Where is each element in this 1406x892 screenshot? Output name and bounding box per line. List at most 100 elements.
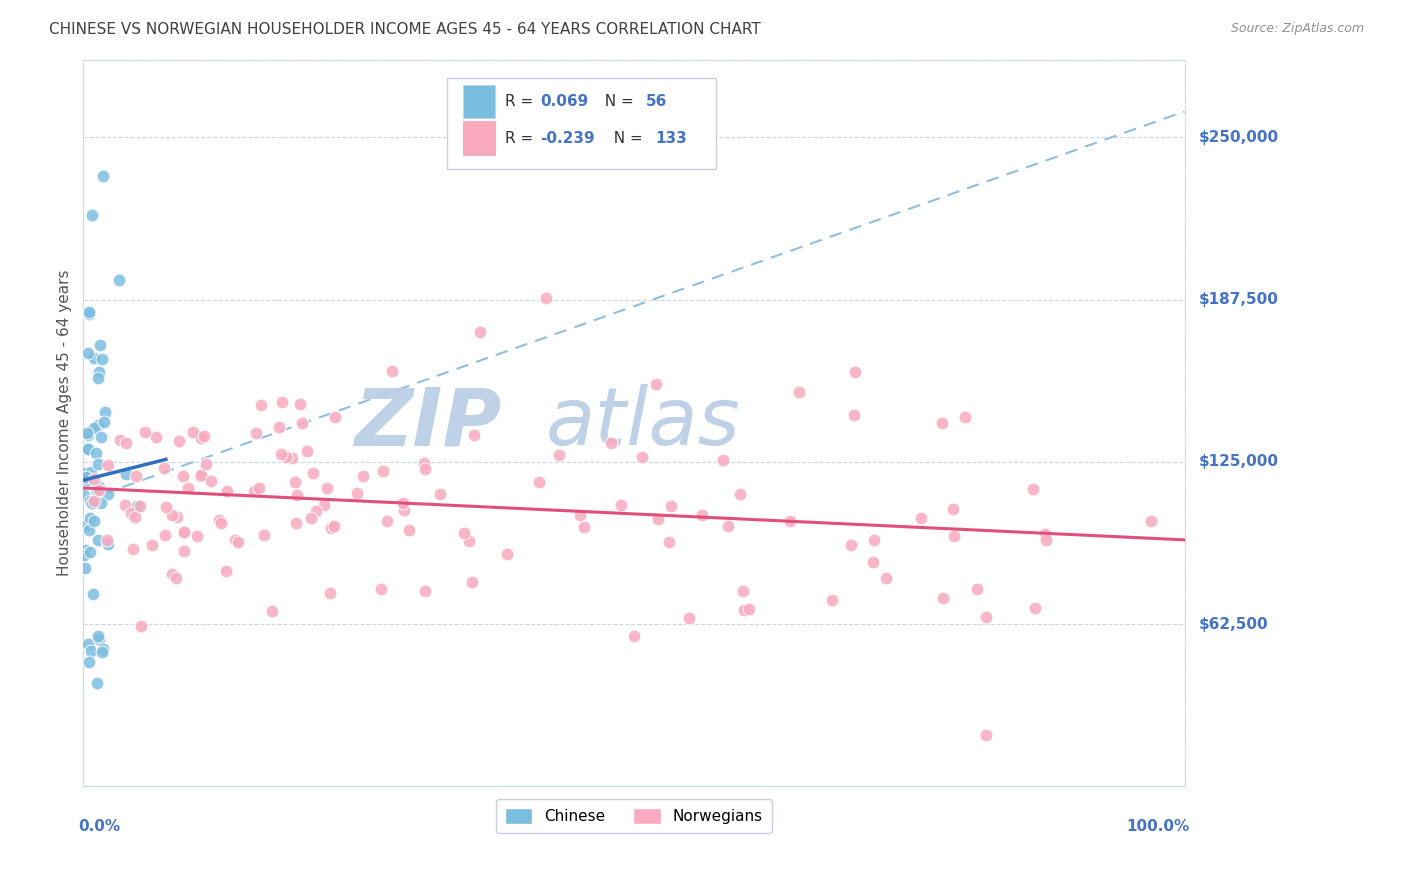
- Point: [250, 398, 273, 412]
- Point: [96, 533, 118, 547]
- Y-axis label: Householder Income Ages 45 - 64 years: Householder Income Ages 45 - 64 years: [58, 269, 72, 576]
- Point: [77, 523, 100, 537]
- Point: [572, 520, 595, 534]
- Point: [129, 499, 152, 513]
- Point: [108, 434, 131, 448]
- Point: [453, 526, 475, 541]
- Point: [76, 637, 98, 651]
- Point: [839, 538, 862, 552]
- Point: [1021, 482, 1043, 496]
- Point: [315, 481, 337, 495]
- Point: [89, 480, 111, 494]
- Point: [91, 169, 114, 184]
- Point: [534, 292, 557, 306]
- Point: [281, 450, 304, 465]
- Text: 0.069: 0.069: [540, 95, 589, 109]
- Point: [134, 425, 156, 440]
- Point: [87, 457, 110, 471]
- Point: [284, 475, 307, 490]
- Text: -0.239: -0.239: [540, 130, 595, 145]
- Point: [76, 517, 98, 532]
- Point: [83, 514, 105, 528]
- Point: [90, 496, 112, 510]
- Point: [79, 510, 101, 524]
- Point: [83, 472, 105, 486]
- Point: [412, 456, 434, 470]
- Text: atlas: atlas: [546, 384, 741, 462]
- Point: [120, 506, 142, 520]
- Point: [302, 466, 325, 480]
- Point: [299, 511, 322, 525]
- Point: [733, 603, 755, 617]
- Point: [127, 499, 149, 513]
- Point: [711, 452, 734, 467]
- Point: [274, 450, 297, 464]
- Point: [631, 450, 654, 464]
- Point: [260, 604, 283, 618]
- Point: [381, 364, 404, 378]
- Point: [86, 629, 108, 643]
- Point: [76, 425, 98, 440]
- Point: [610, 498, 633, 512]
- Text: $187,500: $187,500: [1198, 293, 1278, 307]
- Text: Source: ZipAtlas.com: Source: ZipAtlas.com: [1230, 22, 1364, 36]
- Point: [215, 484, 238, 499]
- Point: [373, 464, 395, 478]
- Point: [245, 425, 267, 440]
- FancyBboxPatch shape: [463, 85, 495, 119]
- Point: [173, 524, 195, 539]
- Text: 0.0%: 0.0%: [77, 819, 120, 834]
- Point: [87, 483, 110, 497]
- Point: [77, 346, 100, 360]
- Point: [83, 493, 105, 508]
- Point: [73, 468, 96, 483]
- Point: [413, 462, 436, 476]
- Text: $125,000: $125,000: [1198, 455, 1278, 469]
- FancyBboxPatch shape: [463, 121, 495, 155]
- Point: [91, 352, 114, 367]
- Point: [193, 429, 215, 443]
- Point: [1140, 515, 1163, 529]
- Point: [165, 571, 187, 585]
- Point: [285, 516, 308, 530]
- Point: [87, 533, 110, 548]
- Point: [75, 561, 97, 575]
- Point: [93, 415, 115, 429]
- Point: [77, 307, 100, 321]
- Point: [779, 515, 801, 529]
- Point: [392, 496, 415, 510]
- Point: [304, 504, 326, 518]
- Text: R =: R =: [505, 95, 538, 109]
- Point: [463, 428, 485, 442]
- Point: [89, 365, 111, 379]
- Point: [224, 533, 246, 548]
- Point: [717, 519, 740, 533]
- Point: [76, 471, 98, 485]
- FancyBboxPatch shape: [447, 78, 717, 169]
- Text: ZIP: ZIP: [354, 384, 502, 462]
- Point: [413, 584, 436, 599]
- Text: $62,500: $62,500: [1198, 616, 1268, 632]
- Point: [82, 208, 104, 222]
- Point: [73, 488, 96, 502]
- Point: [215, 564, 238, 578]
- Point: [548, 448, 571, 462]
- Point: [176, 481, 198, 495]
- Point: [77, 428, 100, 442]
- Point: [155, 500, 177, 515]
- Point: [181, 425, 204, 439]
- Text: 133: 133: [655, 130, 686, 145]
- Point: [645, 377, 668, 392]
- Point: [200, 474, 222, 488]
- Point: [875, 571, 897, 585]
- Point: [73, 466, 96, 480]
- Point: [270, 395, 292, 409]
- Point: [86, 484, 108, 499]
- Point: [76, 442, 98, 456]
- Point: [375, 514, 398, 528]
- Point: [392, 503, 415, 517]
- Point: [115, 467, 138, 481]
- Point: [862, 555, 884, 569]
- Point: [457, 534, 479, 549]
- Point: [249, 481, 271, 495]
